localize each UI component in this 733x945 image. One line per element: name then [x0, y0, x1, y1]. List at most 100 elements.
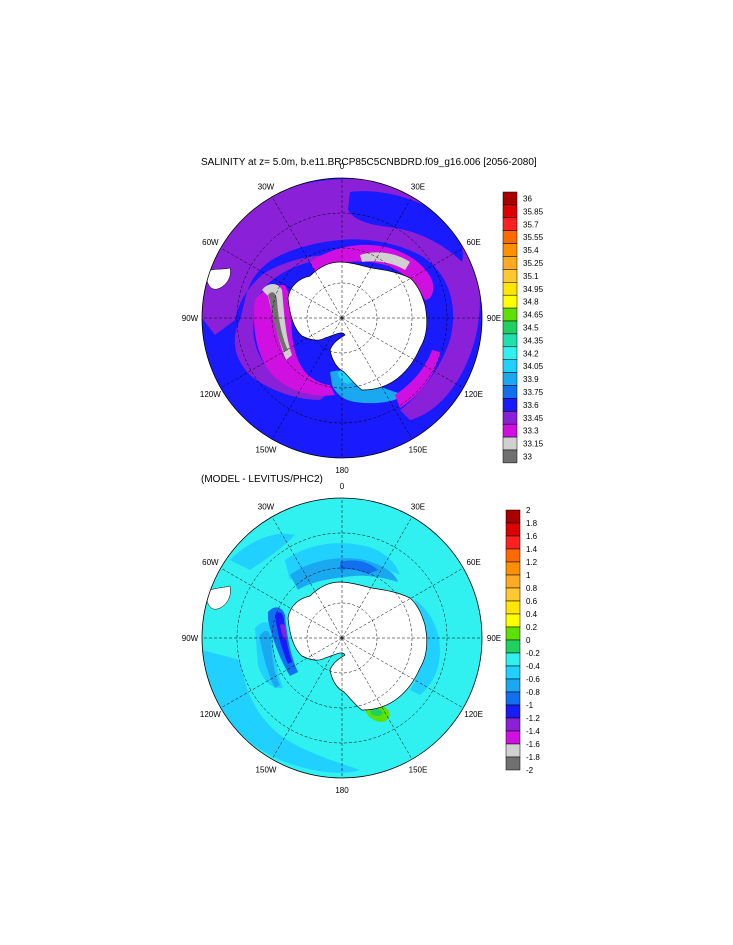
top-colorbar-swatch — [502, 398, 518, 412]
top-colorbar-label: 34.8 — [523, 298, 539, 307]
bottom-colorbar-label: -0.8 — [526, 688, 540, 697]
top-lon-label: 30W — [258, 182, 275, 191]
top-colorbar-swatch — [502, 204, 518, 219]
top-colorbar-label: 35.85 — [523, 207, 544, 216]
bottom-colorbar-label: -0.4 — [526, 662, 540, 671]
top-colorbar-swatch — [502, 256, 518, 270]
top-colorbar-label: 33.3 — [523, 427, 539, 436]
top-lon-label: 150E — [409, 446, 428, 455]
top-meridian-line — [271, 196, 343, 319]
bottom-colorbar-label: 0 — [526, 636, 531, 645]
bottom-colorbar-swatch — [505, 743, 521, 758]
bottom-colorbar-swatch — [505, 756, 521, 771]
bottom-map-title: (MODEL - LEVITUS/PHC2) — [201, 474, 323, 485]
bottom-colorbar-swatch — [505, 574, 521, 589]
bottom-lon-label: 0 — [340, 482, 345, 491]
top-lon-label: 120E — [464, 390, 483, 399]
bottom-meridian-line — [271, 516, 343, 639]
top-colorbar-label: 33.45 — [523, 414, 544, 423]
bottom-colorbar-label: -1.4 — [526, 727, 540, 736]
bottom-colorbar-swatch — [505, 691, 521, 706]
bottom-lon-label: 30E — [411, 502, 425, 511]
bottom-lon-label: 60W — [202, 558, 219, 567]
top-colorbar-swatch — [502, 372, 518, 386]
bottom-colorbar-label: 0.4 — [526, 610, 538, 619]
bottom-colorbar-swatch — [505, 639, 521, 654]
bottom-colorbar-swatch — [505, 665, 521, 680]
top-colorbar-swatch — [502, 217, 518, 231]
top-colorbar-swatch — [502, 411, 518, 425]
bottom-colorbar-swatch — [505, 626, 521, 641]
bottom-meridian-line — [341, 567, 464, 639]
bottom-colorbar-label: 0.6 — [526, 597, 538, 606]
bottom-colorbar-swatch — [505, 522, 521, 537]
top-colorbar-label: 34.65 — [523, 311, 544, 320]
bottom-colorbar-swatch — [505, 600, 521, 615]
top-colorbar-swatch — [502, 243, 518, 257]
bottom-colorbar-swatch — [505, 613, 521, 628]
bottom-meridian-line — [271, 637, 343, 760]
bottom-lon-label: 30W — [258, 502, 275, 511]
top-colorbar-label: 36 — [523, 194, 532, 203]
top-lon-label: 60W — [202, 238, 219, 247]
top-colorbar-label: 33.6 — [523, 401, 539, 410]
top-colorbar-label: 35.4 — [523, 246, 539, 255]
bottom-meridian-line — [220, 567, 343, 639]
bottom-colorbar-label: 1.8 — [526, 519, 538, 528]
bottom-meridian-line — [220, 637, 343, 709]
top-colorbar: 36 35.85 35.7 35.55 35.4 35.25 35.1 34.95 34.8 34… — [502, 191, 544, 464]
top-lon-label: 60E — [467, 238, 481, 247]
bottom-colorbar-label: 1.6 — [526, 532, 538, 541]
bottom-antarctica-land — [287, 581, 428, 711]
top-map-title: SALINITY at z= 5.0m, b.e11.BRCP85C5CNBDR… — [201, 157, 537, 168]
bottom-colorbar-swatch — [505, 509, 521, 524]
top-colorbar-label: 33.75 — [523, 388, 544, 397]
bottom-colorbar-label: 1 — [526, 571, 531, 580]
bottom-meridian-line — [341, 516, 413, 639]
top-longitude-labels: 0 30E 60E 90E 120E 150E 180 150W 120W 90W 60W 30W — [182, 162, 501, 475]
bottom-colorbar-label: 0.2 — [526, 623, 538, 632]
top-colorbar-label: 34.5 — [523, 323, 539, 332]
top-meridian-line — [220, 247, 343, 319]
top-meridian-line — [341, 247, 464, 319]
bottom-colorbar-label: -1.2 — [526, 714, 540, 723]
bottom-lon-label: 180 — [335, 786, 349, 795]
top-colorbar-swatch — [502, 307, 518, 322]
top-colorbar-swatch — [502, 269, 518, 283]
bottom-colorbar-swatch — [505, 652, 521, 667]
top-colorbar-label: 34.2 — [523, 349, 539, 358]
bottom-colorbar-label: -1 — [526, 701, 534, 710]
bottom-lon-label: 150W — [256, 766, 277, 775]
top-colorbar-swatch — [502, 385, 518, 399]
top-lon-label: 30E — [411, 182, 425, 191]
top-meridian-line — [271, 317, 343, 440]
bottom-lon-label: 90W — [182, 634, 199, 643]
bottom-colorbar-swatch — [505, 704, 521, 719]
bottom-colorbar-swatch — [505, 561, 521, 576]
top-lon-label: 120W — [200, 390, 221, 399]
top-meridian-line — [341, 317, 464, 389]
top-colorbar-label: 33.9 — [523, 375, 539, 384]
top-lon-label: 90E — [487, 314, 501, 323]
bottom-colorbar-label: -1.8 — [526, 753, 540, 762]
top-colorbar-label: 34.35 — [523, 336, 544, 345]
top-colorbar-label: 34.95 — [523, 285, 544, 294]
bottom-colorbar-swatch — [505, 730, 521, 745]
top-colorbar-label: 34.05 — [523, 362, 544, 371]
bottom-lon-label: 90E — [487, 634, 501, 643]
top-colorbar-swatch — [502, 449, 518, 464]
bottom-lon-label: 150E — [409, 766, 428, 775]
bottom-lon-label: 120W — [200, 710, 221, 719]
bottom-difference-map: 0 30E 60E 90E 120E 150E 180 150W 120W 90W 60W 30W — [182, 482, 501, 795]
bottom-colorbar-swatch — [505, 678, 521, 693]
top-lon-label: 90W — [182, 314, 199, 323]
top-lon-label: 180 — [335, 466, 349, 475]
top-salinity-map: 0 30E 60E 90E 120E 150E 180 150W 120W 90W 60W 30W — [182, 162, 501, 475]
bottom-colorbar-label: -0.2 — [526, 649, 540, 658]
bottom-colorbar-label: -1.6 — [526, 740, 540, 749]
bottom-colorbar: 2 1.8 1.6 1.4 1.2 1 0.8 0.6 0.4 0.2 0 -0.2 -0.4 -0.6 -… — [505, 506, 540, 775]
bottom-colorbar-label: 2 — [526, 506, 531, 515]
top-meridian-line — [341, 196, 413, 319]
top-colorbar-label: 35.1 — [523, 272, 539, 281]
top-colorbar-swatch — [502, 294, 518, 309]
